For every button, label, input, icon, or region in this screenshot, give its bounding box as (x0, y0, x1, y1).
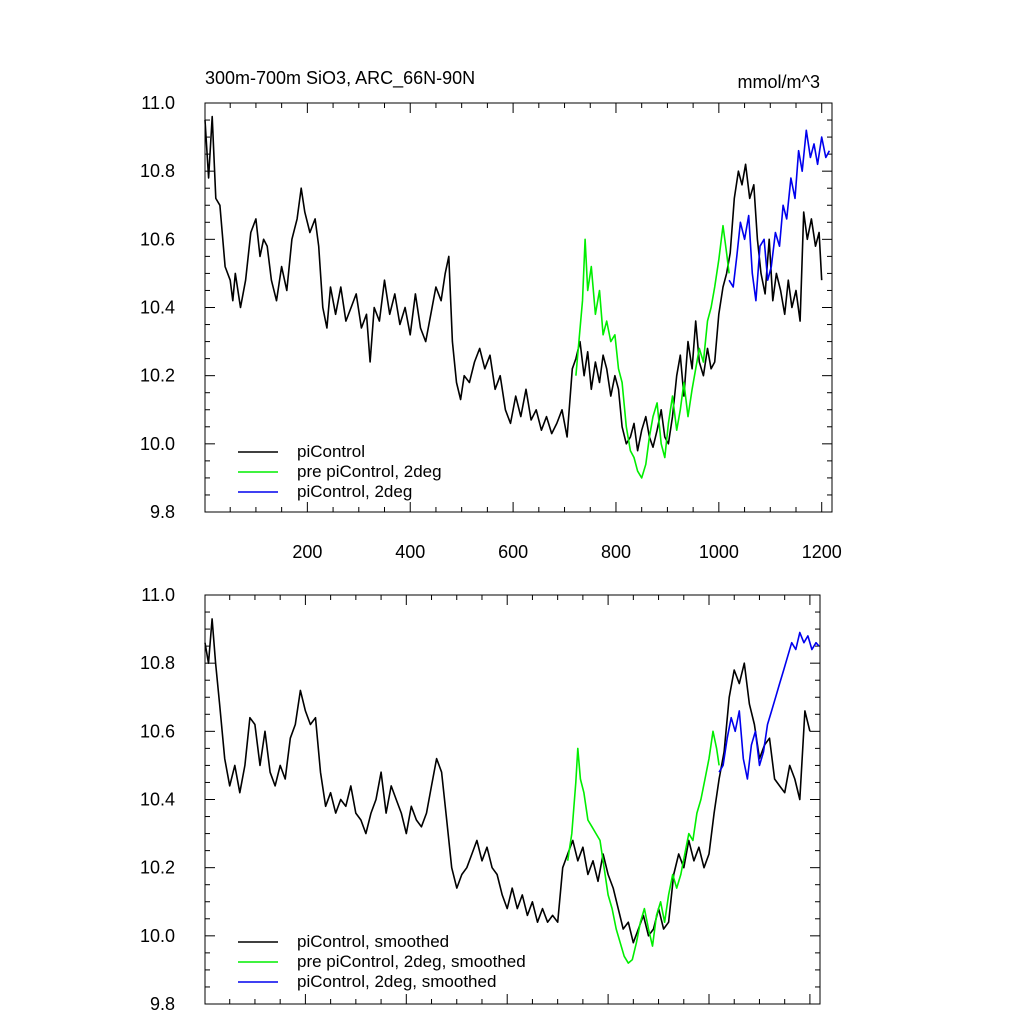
y-tick-label: 10.2 (140, 858, 175, 878)
x-tick-label: 800 (601, 542, 631, 562)
series-line-3 (718, 631, 820, 780)
series-line-1 (204, 618, 811, 944)
y-tick-label: 10.6 (140, 721, 175, 741)
legend-label-1: piControl (297, 442, 365, 461)
top-panel-title: 300m-700m SiO3, ARC_66N-90N (205, 68, 475, 89)
y-tick-label: 11.0 (141, 585, 175, 605)
x-tick-label: 1200 (802, 542, 842, 562)
x-tick-label: 400 (395, 542, 425, 562)
series-line-2 (575, 224, 730, 479)
legend-label-3: piControl, 2deg (297, 482, 412, 501)
y-tick-label: 10.2 (140, 366, 175, 386)
y-tick-label: 10.8 (140, 653, 175, 673)
top-panel: 300m-700m SiO3, ARC_66N-90N mmol/m^3 9.8… (140, 68, 842, 562)
y-tick-label: 10.4 (140, 790, 175, 810)
bottom-panel: 9.8 10.0 10.2 10.4 10.6 10.8 11.0 piControl, sm… (140, 585, 821, 1014)
y-tick-label: 10.0 (140, 434, 175, 454)
y-tick-label: 11.0 (141, 93, 175, 113)
y-tick-label: 10.8 (140, 161, 175, 181)
legend-label-2: pre piControl, 2deg, smoothed (297, 952, 526, 971)
y-tick-label: 9.8 (150, 994, 175, 1014)
legend-label-2: pre piControl, 2deg (297, 462, 442, 481)
y-tick-label: 10.6 (140, 229, 175, 249)
series-line-3 (728, 129, 831, 302)
y-tick-label: 10.4 (140, 298, 175, 318)
legend-label-3: piControl, 2deg, smoothed (297, 972, 496, 991)
y-tick-label: 9.8 (150, 502, 175, 522)
x-tick-label: 1000 (699, 542, 739, 562)
series-line-1 (204, 115, 823, 452)
top-panel-units: mmol/m^3 (738, 72, 820, 92)
x-tick-label: 200 (292, 542, 322, 562)
series-line-2 (566, 730, 720, 964)
x-tick-label: 600 (498, 542, 528, 562)
legend-label-1: piControl, smoothed (297, 932, 449, 951)
y-tick-label: 10.0 (140, 926, 175, 946)
